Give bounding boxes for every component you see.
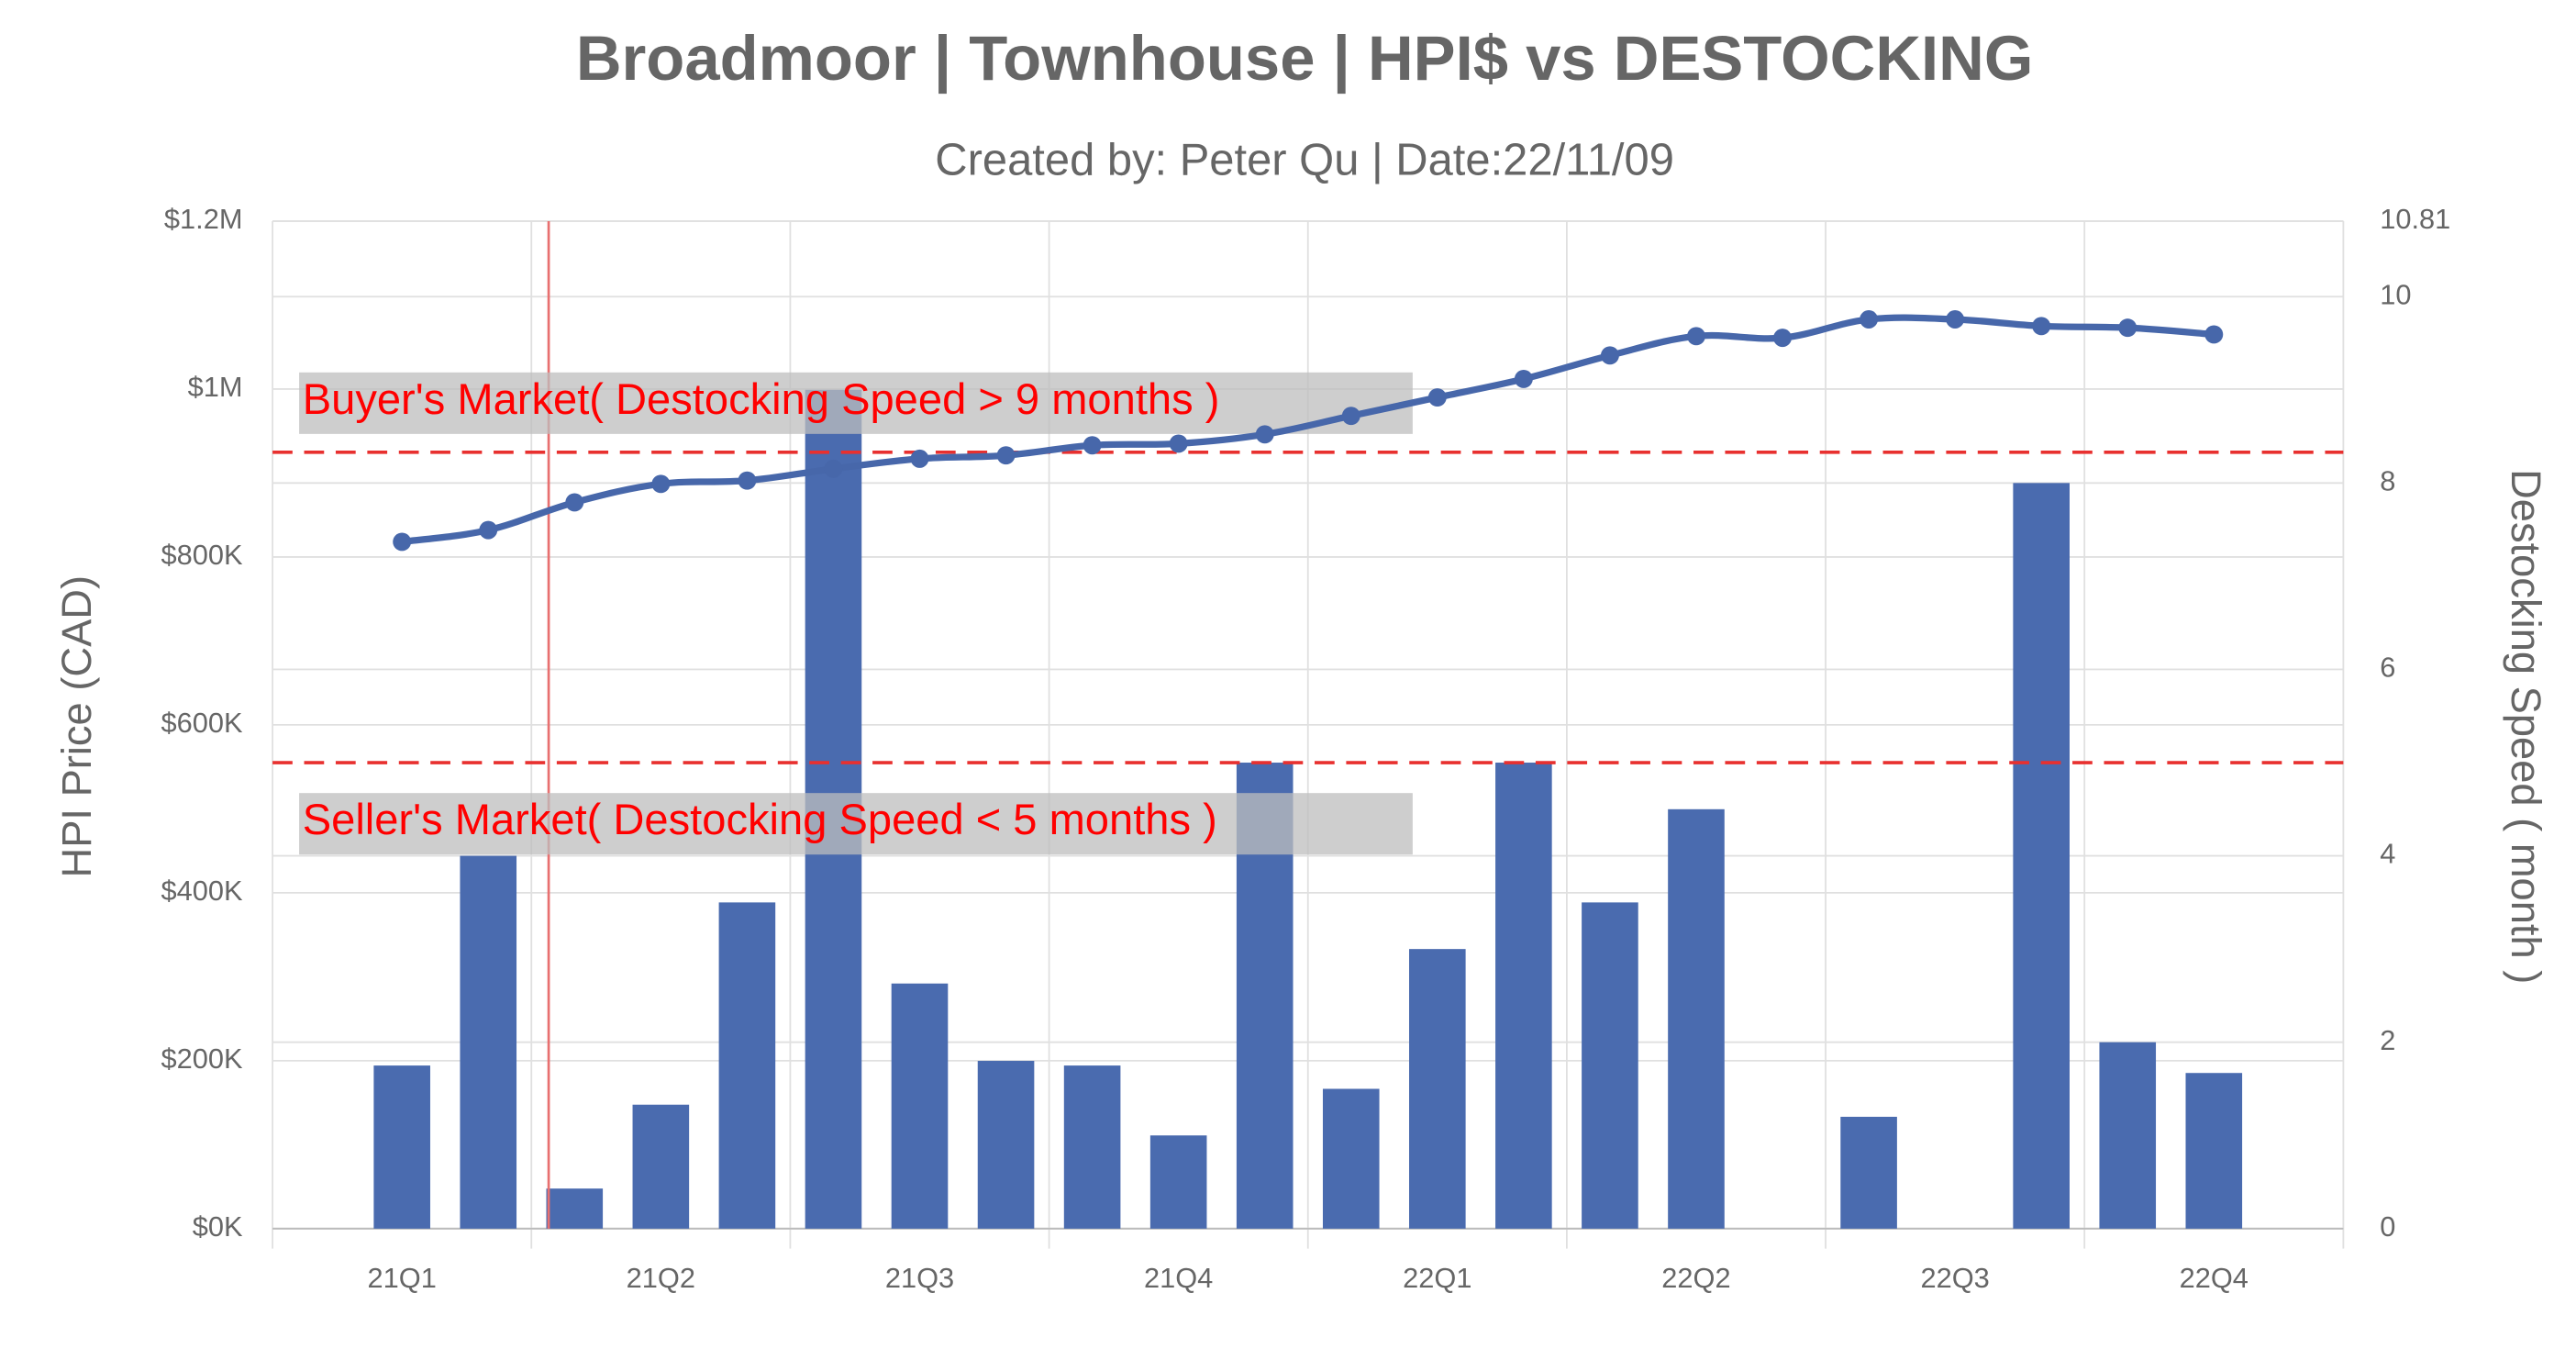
y-axis-title: HPI Price (CAD) xyxy=(53,575,100,878)
point xyxy=(393,532,412,552)
y2-tick-label: 2 xyxy=(2380,1024,2395,1056)
line xyxy=(401,314,2215,546)
point xyxy=(1169,434,1188,453)
point xyxy=(1687,327,1705,346)
point xyxy=(996,446,1016,465)
bar xyxy=(1840,1116,1897,1229)
y2-tick-label: 10.81 xyxy=(2380,203,2450,235)
y-tick-label: $800K xyxy=(161,539,242,571)
y-tick-label: $0K xyxy=(193,1210,243,1243)
y2-axis-title: Destocking Speed ( month ) xyxy=(2503,469,2549,984)
chart-subtitle: Created by: Peter Qu | Date:22/11/09 xyxy=(935,135,1674,184)
y-tick-label: $1M xyxy=(188,371,243,403)
point xyxy=(1860,310,1879,329)
bar xyxy=(891,983,949,1229)
y-tick-label: $200K xyxy=(161,1042,242,1075)
annotation-box xyxy=(299,793,1413,855)
bar xyxy=(1149,1135,1207,1229)
point xyxy=(2032,317,2051,336)
point xyxy=(1514,369,1533,388)
point xyxy=(738,471,757,490)
bar xyxy=(1582,902,1638,1229)
chart-title: Broadmoor | Townhouse | HPI$ vs DESTOCKI… xyxy=(576,23,2034,95)
y2-tick-label: 6 xyxy=(2380,652,2395,684)
point xyxy=(1773,329,1792,348)
bar xyxy=(2099,1042,2157,1229)
y2-tick-label: 10 xyxy=(2380,278,2411,310)
point xyxy=(2118,318,2137,338)
point xyxy=(1255,425,1274,444)
bar xyxy=(1322,1088,1380,1229)
annotation-text: Seller's Market( Destocking Speed < 5 mo… xyxy=(303,795,1217,843)
point xyxy=(479,520,498,540)
x-tick-label: 21Q1 xyxy=(368,1262,437,1294)
x-tick-label: 21Q3 xyxy=(885,1262,954,1294)
bar xyxy=(546,1188,604,1229)
bar xyxy=(718,902,776,1229)
y2-tick-label: 8 xyxy=(2380,464,2395,496)
point xyxy=(1600,346,1619,365)
bar xyxy=(1063,1065,1121,1229)
y-tick-label: $400K xyxy=(161,875,242,907)
y2-tick-label: 4 xyxy=(2380,838,2395,870)
bar xyxy=(1668,808,1725,1229)
bar xyxy=(460,855,517,1229)
x-tick-label: 22Q1 xyxy=(1403,1262,1471,1294)
bar xyxy=(977,1061,1035,1229)
x-tick-label: 22Q2 xyxy=(1661,1262,1730,1294)
x-tick-label: 22Q3 xyxy=(1920,1262,1989,1294)
point xyxy=(1427,388,1447,407)
y-tick-label: $600K xyxy=(161,707,242,739)
bar xyxy=(2013,483,2070,1229)
annotation-text: Buyer's Market( Destocking Speed > 9 mon… xyxy=(303,374,1220,423)
bar xyxy=(1495,763,1552,1229)
point xyxy=(910,449,929,468)
y-tick-label: $1.2M xyxy=(164,203,243,235)
annotation-box xyxy=(299,372,1413,434)
bar xyxy=(373,1065,430,1229)
bar xyxy=(1409,949,1466,1229)
bar xyxy=(2185,1073,2243,1229)
x-tick-label: 21Q4 xyxy=(1144,1262,1213,1294)
point xyxy=(1946,310,1965,329)
y2-tick-label: 0 xyxy=(2380,1210,2395,1243)
point xyxy=(1083,436,1102,455)
point xyxy=(2204,325,2224,344)
point xyxy=(824,459,843,478)
x-tick-label: 22Q4 xyxy=(2180,1262,2248,1294)
point xyxy=(1341,407,1360,426)
point xyxy=(565,493,584,512)
point xyxy=(651,474,671,494)
x-tick-label: 21Q2 xyxy=(627,1262,695,1294)
bar xyxy=(632,1104,690,1229)
